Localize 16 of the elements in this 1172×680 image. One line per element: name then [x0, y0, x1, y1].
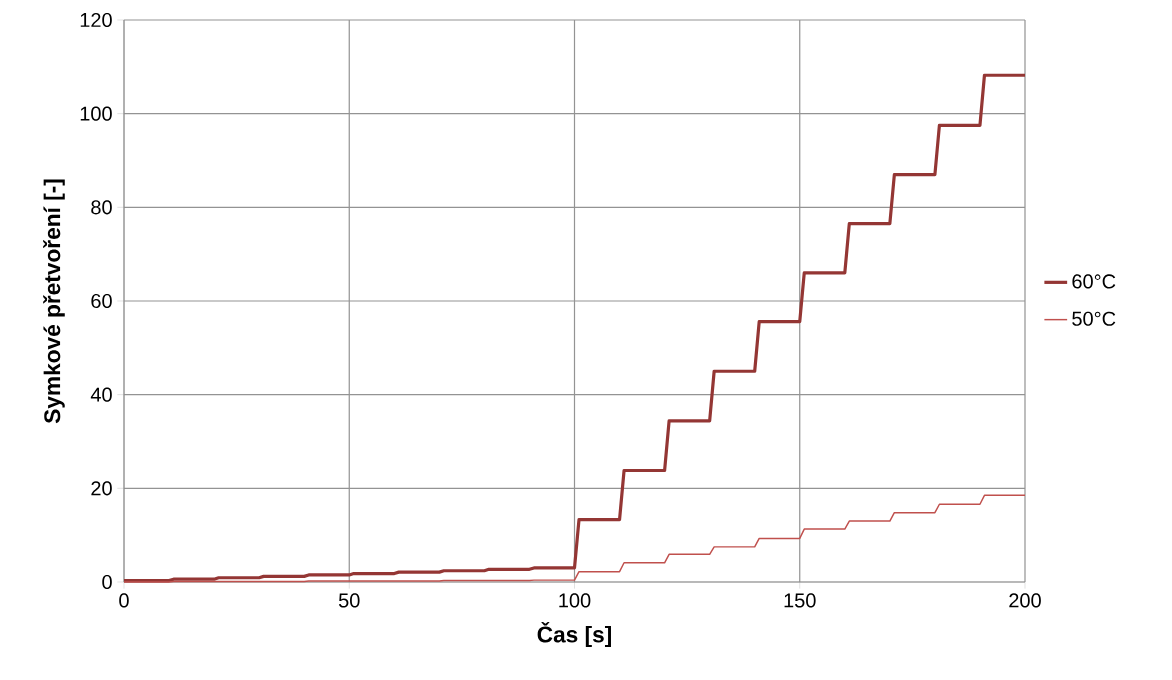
y-tick-label: 0 — [102, 574, 112, 590]
x-tick-label: 150 — [784, 593, 816, 608]
y-tick-label: 20 — [91, 481, 112, 496]
legend-label: 60°C — [1072, 274, 1116, 289]
y-tick-label: 60 — [91, 293, 112, 309]
x-tick-label: 50 — [338, 593, 360, 608]
x-axis-title: Čas [s] — [537, 622, 611, 648]
y-tick-label: 120 — [80, 12, 112, 28]
x-tick-label: 0 — [119, 593, 129, 608]
x-tick-label: 200 — [1009, 593, 1041, 608]
y-tick-label: 80 — [91, 200, 112, 215]
y-tick-label: 40 — [90, 387, 112, 402]
y-tick-label: 100 — [80, 106, 112, 121]
x-tick-label: 100 — [559, 593, 591, 608]
legend-label: 50°C — [1072, 311, 1116, 326]
y-axis-title: Symkové přetvoření [-] — [43, 179, 65, 424]
